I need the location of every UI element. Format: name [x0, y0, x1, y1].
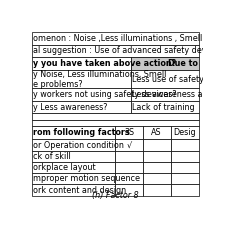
Text: mproper motion sequence: mproper motion sequence: [33, 174, 140, 183]
Bar: [32, 88, 131, 101]
Bar: [171, 173, 199, 184]
Bar: [131, 70, 199, 88]
Text: Due to: Due to: [168, 59, 198, 68]
Bar: [143, 126, 171, 140]
Bar: [32, 45, 199, 57]
Bar: [32, 140, 115, 151]
Text: y Less awareness?: y Less awareness?: [33, 103, 107, 112]
Bar: [143, 173, 171, 184]
Bar: [32, 70, 131, 88]
Bar: [143, 162, 171, 173]
Bar: [171, 162, 199, 173]
Bar: [32, 57, 131, 70]
Text: ork content and design: ork content and design: [33, 186, 126, 195]
Text: √: √: [126, 141, 132, 150]
Text: y workers not using safety devices?: y workers not using safety devices?: [33, 90, 176, 99]
Bar: [115, 151, 143, 162]
Text: Lack of training: Lack of training: [133, 103, 195, 112]
Bar: [115, 126, 143, 140]
Bar: [32, 173, 115, 184]
Bar: [131, 57, 199, 70]
Text: y Noise, Less illuminations, Smell
e problems?: y Noise, Less illuminations, Smell e pro…: [33, 70, 166, 89]
Bar: [32, 151, 115, 162]
Bar: [131, 88, 199, 101]
Text: 3S: 3S: [124, 128, 134, 137]
Bar: [115, 140, 143, 151]
Bar: [171, 126, 199, 140]
Bar: [32, 184, 115, 196]
Bar: [171, 184, 199, 196]
Bar: [32, 162, 115, 173]
Text: Less use of safety devic: Less use of safety devic: [133, 75, 225, 84]
Text: or Operation condition: or Operation condition: [33, 141, 124, 150]
Text: AS: AS: [151, 128, 162, 137]
Text: rom following factors: rom following factors: [33, 128, 129, 137]
Bar: [32, 113, 199, 120]
Bar: [143, 140, 171, 151]
Bar: [171, 151, 199, 162]
Bar: [115, 162, 143, 173]
Text: orkplace layout: orkplace layout: [33, 163, 95, 172]
Bar: [143, 151, 171, 162]
Text: al suggestion : Use of advanced safety devices and training: al suggestion : Use of advanced safety d…: [33, 46, 225, 55]
Text: omenon : Noise ,Less illuminations , Smell: omenon : Noise ,Less illuminations , Sme…: [33, 34, 202, 43]
Bar: [171, 140, 199, 151]
Bar: [115, 173, 143, 184]
Text: (h) Factor 8: (h) Factor 8: [92, 191, 139, 200]
Bar: [32, 126, 115, 140]
Bar: [131, 101, 199, 113]
Text: y you have taken above action?: y you have taken above action?: [33, 59, 176, 68]
Text: Desig: Desig: [173, 128, 196, 137]
Bar: [32, 101, 131, 113]
Bar: [115, 184, 143, 196]
Text: ck of skill: ck of skill: [33, 152, 71, 161]
Bar: [32, 120, 199, 126]
Text: Less awareness about s: Less awareness about s: [133, 90, 225, 99]
Bar: [32, 32, 199, 45]
Bar: [143, 184, 171, 196]
